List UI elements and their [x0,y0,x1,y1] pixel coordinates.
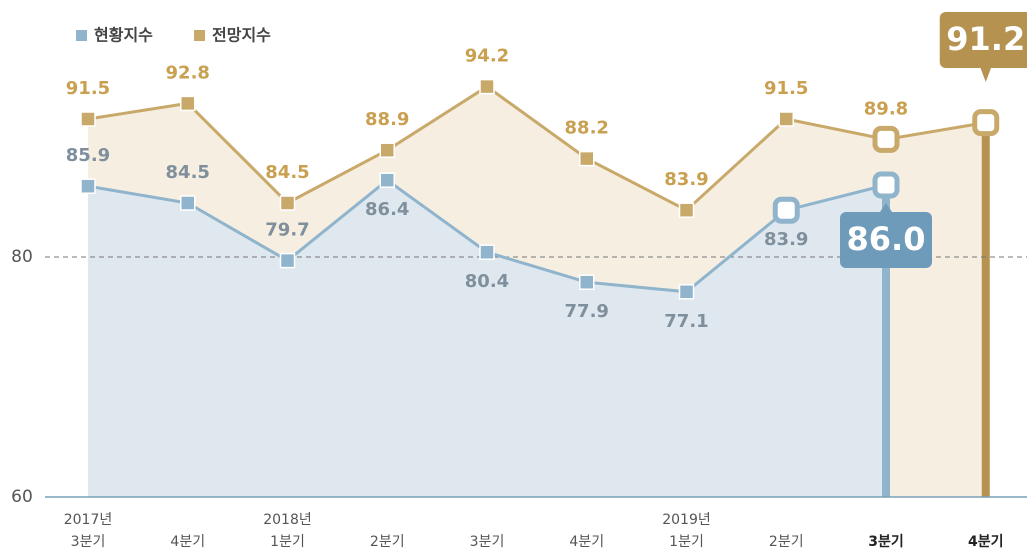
data-label: 88.9 [365,109,409,130]
data-label: 84.5 [265,162,309,183]
x-tick-label: 1분기 [669,534,704,550]
data-label: 92.8 [166,62,210,83]
x-tick-label: 2분기 [370,534,405,550]
marker [972,109,1000,137]
x-tick-label: 2분기 [769,534,804,550]
marker [379,172,395,188]
marker [279,195,296,211]
data-label: 91.2 [946,20,1025,58]
marker [279,252,296,269]
data-label: 94.2 [465,46,509,67]
marker [479,78,495,95]
y-tick-label: 60 [11,487,33,507]
x-tick-label: 3분기 [868,534,904,550]
x-tick-label: 4분기 [170,534,205,550]
marker [778,111,794,127]
data-label: 85.9 [66,145,110,166]
data-label: 86.4 [365,199,409,220]
marker [872,125,900,153]
marker [80,178,96,194]
data-label: 83.9 [764,229,808,250]
y-tick-label: 80 [11,247,33,267]
x-year-label: 2017년 [64,512,113,528]
x-tick-label: 4분기 [968,534,1004,550]
marker [872,171,900,199]
callout [840,212,932,268]
data-label: 91.5 [764,78,808,99]
marker [678,202,695,218]
x-tick-label: 3분기 [470,534,505,550]
data-label: 88.2 [565,118,609,139]
marker [678,284,695,300]
data-label: 77.9 [565,301,609,322]
legend-swatch [194,30,205,41]
data-label: 91.5 [66,78,110,99]
x-year-label: 2019년 [662,512,711,528]
series-line [87,84,986,213]
data-label: 79.7 [265,220,309,241]
data-label: 83.9 [664,169,708,190]
marker [379,142,395,158]
marker [579,274,595,290]
callout [939,12,1027,68]
marker [180,195,196,211]
marker [180,95,196,112]
marker [479,244,495,260]
callout [880,203,892,212]
marker [579,150,595,167]
x-tick-label: 4분기 [569,534,604,550]
x-tick-label: 3분기 [71,534,106,550]
area [88,180,886,497]
x-year-label: 2018년 [263,512,312,528]
highlight-bar [882,185,890,497]
callout [979,66,992,82]
legend-label: 현황지수 [94,26,153,45]
highlight-bar [981,122,990,497]
data-label: 84.5 [166,162,210,183]
marker [80,111,96,127]
legend-label: 전망지수 [212,26,271,45]
data-label: 86.0 [847,220,926,258]
data-label: 77.1 [664,311,708,332]
data-label: 80.4 [465,271,509,292]
legend-swatch [76,30,87,41]
marker [772,196,800,224]
data-label: 89.8 [864,98,908,119]
x-tick-label: 1분기 [270,534,305,550]
